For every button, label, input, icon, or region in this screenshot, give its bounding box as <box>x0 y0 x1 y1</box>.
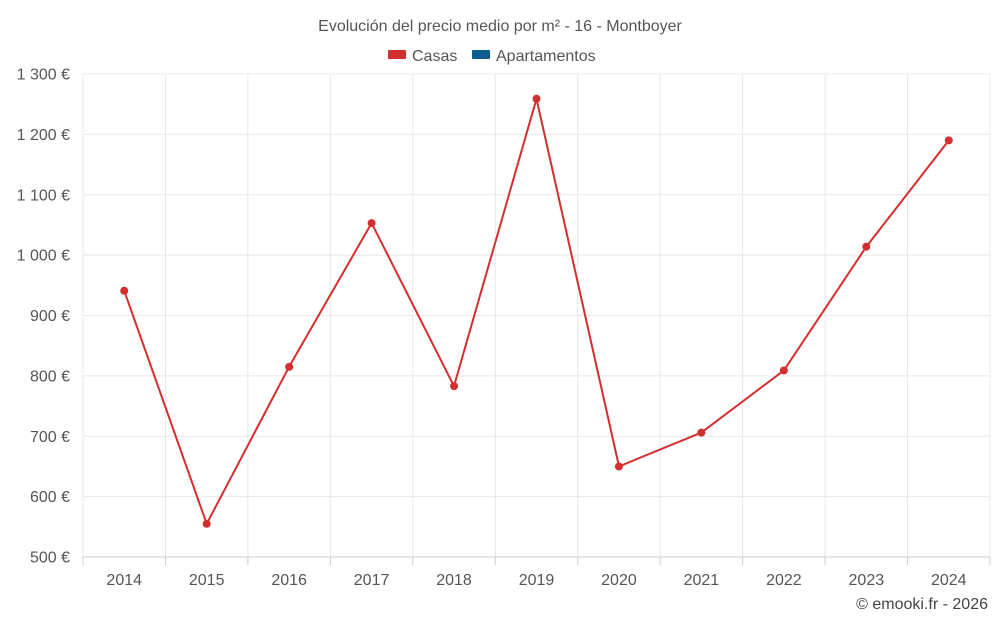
series-layer <box>120 94 953 528</box>
axis-layer: 500 € 600 € 700 € 800 € 900 € 1 000 € 1 100 € 1… <box>17 67 991 589</box>
x-tick-label: 2019 <box>519 572 555 589</box>
data-point-2023[interactable] <box>862 242 871 251</box>
y-tick-label: 500 € <box>30 550 70 567</box>
legend-swatch-casas <box>388 50 406 59</box>
x-tick-label: 2018 <box>436 572 472 589</box>
y-tick-label: 900 € <box>30 308 70 325</box>
data-point-2014[interactable] <box>120 286 129 295</box>
data-point-2017[interactable] <box>367 219 376 228</box>
legend-label-casas: Casas <box>412 48 457 65</box>
y-tick-label: 700 € <box>30 429 70 446</box>
x-tick-label: 2017 <box>354 572 390 589</box>
x-tick-label: 2016 <box>271 572 307 589</box>
x-tick-label: 2015 <box>189 572 225 589</box>
data-point-2024[interactable] <box>944 136 953 145</box>
x-tick-label: 2020 <box>601 572 637 589</box>
data-point-2019[interactable] <box>532 94 541 103</box>
data-point-2016[interactable] <box>285 362 294 371</box>
legend-label-apartamentos: Apartamentos <box>496 48 596 65</box>
data-point-2015[interactable] <box>202 519 211 528</box>
y-tick-label: 800 € <box>30 368 70 385</box>
legend-swatch-apartamentos <box>472 50 490 59</box>
grid-layer <box>82 73 991 557</box>
credit-text: © emooki.fr - 2026 <box>856 596 988 613</box>
x-tick-label: 2014 <box>106 572 142 589</box>
y-tick-label: 600 € <box>30 489 70 506</box>
y-tick-label: 1 000 € <box>17 248 70 265</box>
legend-item-casas[interactable]: Casas <box>388 48 457 65</box>
chart-title: Evolución del precio medio por m² - 16 -… <box>318 18 682 35</box>
x-tick-label: 2023 <box>849 572 885 589</box>
y-tick-label: 1 300 € <box>17 67 70 84</box>
x-tick-label: 2024 <box>931 572 967 589</box>
legend: Casas Apartamentos <box>388 48 596 65</box>
data-point-2018[interactable] <box>450 382 459 391</box>
data-point-2022[interactable] <box>779 366 788 375</box>
data-point-2020[interactable] <box>614 462 623 471</box>
x-tick-label: 2022 <box>766 572 802 589</box>
x-tick-label: 2021 <box>684 572 720 589</box>
legend-item-apartamentos[interactable]: Apartamentos <box>472 48 596 65</box>
y-tick-label: 1 100 € <box>17 187 70 204</box>
y-tick-label: 1 200 € <box>17 127 70 144</box>
data-point-2021[interactable] <box>697 428 706 437</box>
